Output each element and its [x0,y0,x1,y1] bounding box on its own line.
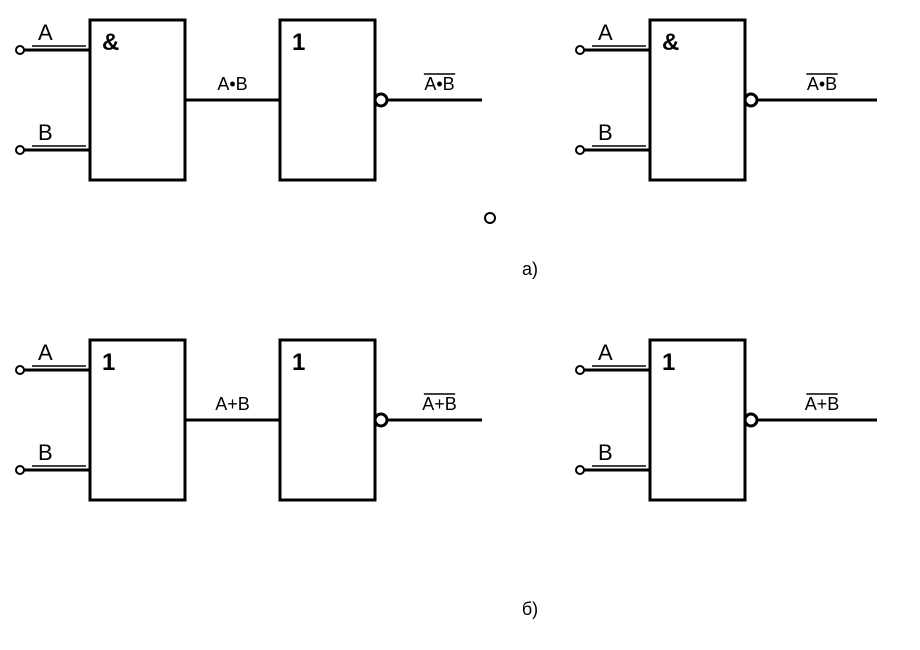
sublabel-b: б) [522,599,538,619]
row-a-right-single-input-b-label: B [598,120,613,145]
row-a-left-out-label: A•B [424,74,454,94]
row-b-right-single-input-a-label: A [598,340,613,365]
row-b-left-input-a-label: A [38,340,53,365]
row-b-right-single-input-b-bubble [576,466,584,474]
sublabel-a: а) [522,259,538,279]
row-b-left-gate2-symbol: 1 [292,349,305,376]
logic-diagram: & A B A•B 1 A•B & A B A•B 1 A B A+B 1 A+B 1 A B A+B а) б) [0,0,920,650]
stray-bubble [485,213,495,223]
row-a-left-gate2-symbol: 1 [292,29,305,56]
row-b-right-single-input-b-label: B [598,440,613,465]
row-b-right-single-out-label: A+B [805,394,840,414]
row-b-right-single-inv-bubble [745,414,757,426]
row-a-right-single-out-label: A•B [807,74,837,94]
row-b-left-mid-label: A+B [215,394,250,414]
row-b-left-gate2-inv-bubble [375,414,387,426]
row-b-left-out-label: A+B [422,394,457,414]
row-a-left-gate1-symbol: & [102,29,119,56]
row-b-right-single-gate-symbol: 1 [662,349,675,376]
row-a-right-single-input-b-bubble [576,146,584,154]
row-a-left-input-b-label: B [38,120,53,145]
row-a-right-single-input-a-label: A [598,20,613,45]
row-a-left-gate2-inv-bubble [375,94,387,106]
row-a-left-input-b-bubble [16,146,24,154]
row-b-left-input-a-bubble [16,366,24,374]
row-b-left-input-b-label: B [38,440,53,465]
row-a-left-input-a-bubble [16,46,24,54]
row-b-right-single-input-a-bubble [576,366,584,374]
row-a-right-single-input-a-bubble [576,46,584,54]
row-a-right-single-gate-symbol: & [662,29,679,56]
row-b-left-input-b-bubble [16,466,24,474]
row-a-right-single-inv-bubble [745,94,757,106]
row-b-left-gate1-symbol: 1 [102,349,115,376]
row-a-left-mid-label: A•B [217,74,247,94]
row-a-left-input-a-label: A [38,20,53,45]
